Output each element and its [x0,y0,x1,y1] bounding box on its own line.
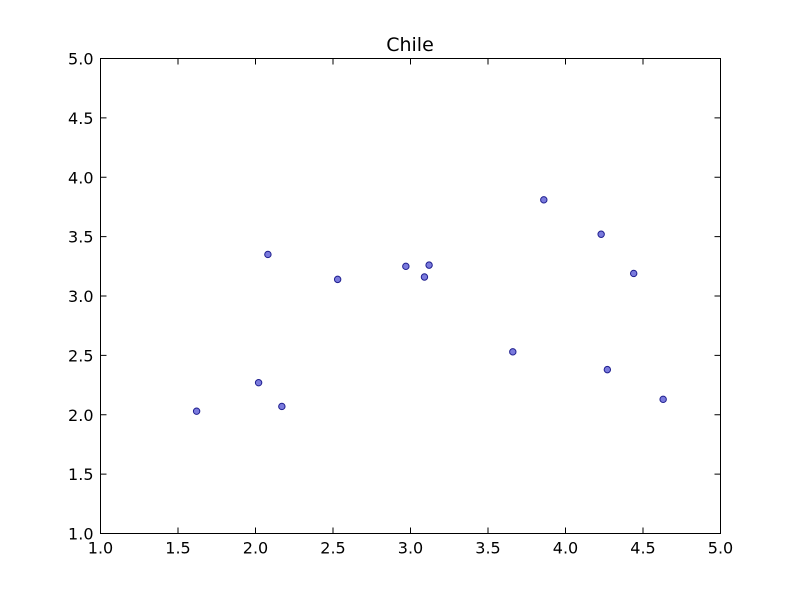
data-point [597,230,605,238]
x-tick-label: 2.0 [243,539,268,558]
x-tick-label: 4.5 [630,539,655,558]
data-point [659,395,667,404]
x-tick-label: 5.0 [708,539,733,558]
x-tick-label: 2.5 [320,539,345,558]
data-point [254,378,263,387]
y-tick-label: 3.5 [68,228,93,247]
data-point [333,275,342,284]
y-tick-label: 3.0 [68,287,93,306]
y-tick-label: 4.0 [68,168,93,187]
y-tick-label: 1.0 [68,525,93,544]
y-tick-label: 5.0 [68,50,93,69]
data-point [192,407,201,415]
data-point [603,365,612,374]
data-points [192,196,667,415]
y-tick-label: 2.0 [68,406,93,425]
x-tick-label: 4.0 [553,539,578,558]
data-point [509,348,517,356]
data-point [420,273,429,281]
data-point [630,269,638,278]
data-point [278,402,286,411]
x-tick-label: 1.0 [88,539,113,558]
x-tick-label: 3.0 [398,539,423,558]
data-point [264,250,272,259]
axis-ticks: 1.0 1.5 2.0 2.5 3.0 3.5 4.0 4.5 5.0 1.0 1.5 2.0 2.5 3… [68,50,733,558]
y-tick-label: 4.5 [68,109,93,128]
x-tick-label: 3.5 [475,539,500,558]
data-point [540,196,548,204]
chart-title: Chile [386,34,434,56]
data-point [402,262,410,271]
x-tick-label: 1.5 [165,539,190,558]
plot-frame [100,58,721,534]
y-tick-label: 2.5 [68,346,93,365]
data-point [425,261,433,269]
y-tick-label: 1.5 [68,465,93,484]
